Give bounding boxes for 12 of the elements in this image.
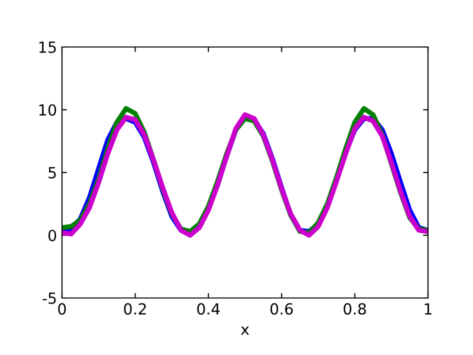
y-tick-label: 10	[39, 104, 56, 116]
x-tick-label: 0.8	[344, 303, 366, 315]
y-tick-label: 0	[48, 230, 56, 242]
x-tick-label: 0.6	[270, 303, 293, 315]
x-tick-label: 0.4	[197, 303, 220, 315]
x-tick-label: 0	[58, 303, 66, 315]
x-tick-label: 1	[424, 303, 432, 314]
y-tick-label: 5	[48, 167, 56, 179]
x-axis-title: x	[240, 326, 250, 335]
x-tick-label: 0.2	[124, 303, 146, 315]
y-tick-label: 15	[39, 42, 56, 54]
y-tick-label: -5	[42, 292, 56, 304]
